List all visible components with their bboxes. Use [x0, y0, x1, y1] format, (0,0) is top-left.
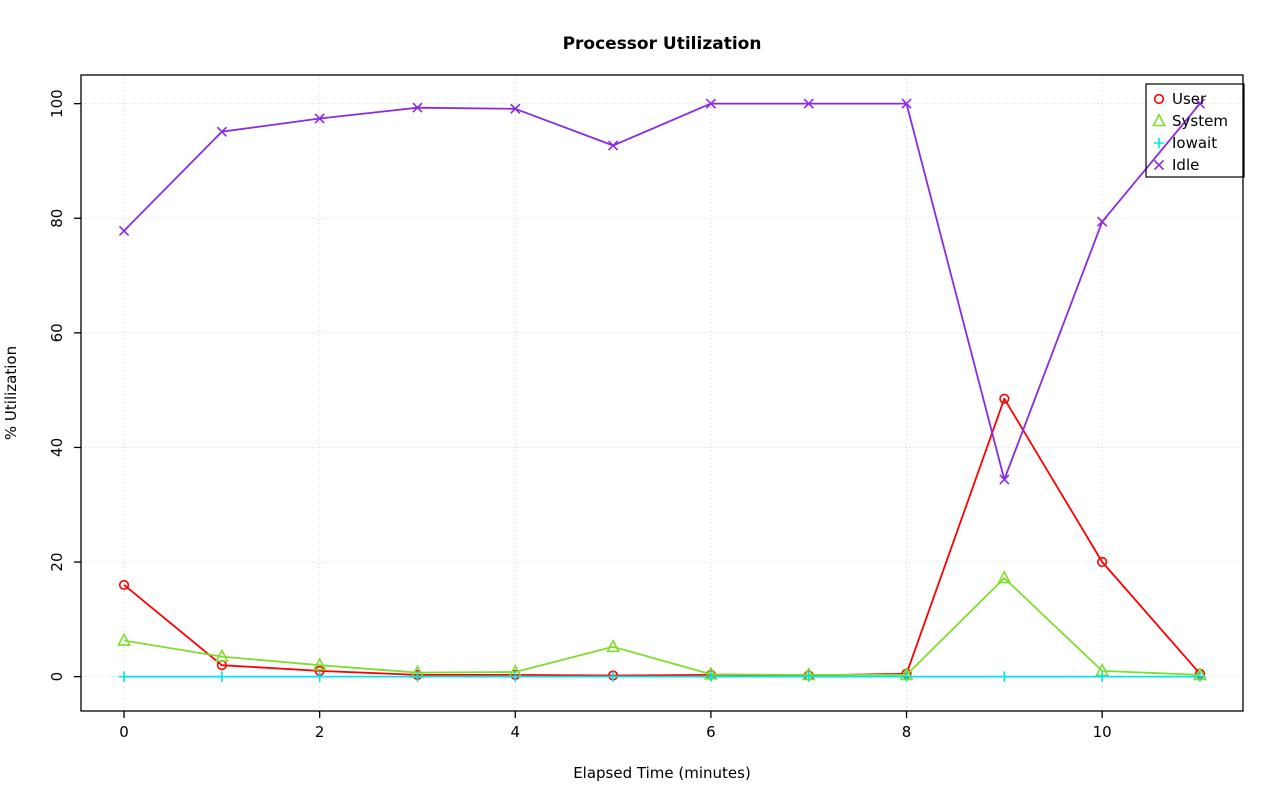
- series-markers: [118, 671, 1206, 682]
- legend-entry-iowait: Iowait: [1153, 134, 1217, 152]
- legend-label: Idle: [1172, 156, 1199, 174]
- series-iowait: [118, 671, 1206, 682]
- series-line: [123, 577, 1201, 676]
- x-tick-label: 8: [902, 723, 912, 741]
- x-tick-label: 2: [315, 723, 325, 741]
- x-tick-label: 10: [1093, 723, 1112, 741]
- y-axis-label: % Utilization: [2, 346, 20, 440]
- gridlines: [81, 75, 1243, 711]
- legend-label: Iowait: [1172, 134, 1217, 152]
- series-markers: [117, 570, 1207, 681]
- series-line: [123, 102, 1201, 481]
- legend-label: User: [1172, 90, 1207, 108]
- legend-box: [1145, 83, 1245, 178]
- series-markers: [118, 98, 1206, 485]
- legend-entry-user: User: [1153, 90, 1207, 108]
- y-tick-label: 40: [48, 438, 66, 457]
- y-tick-label: 60: [48, 323, 66, 342]
- x-tick-label: 6: [706, 723, 716, 741]
- legend-label: System: [1172, 112, 1228, 130]
- series-markers: [118, 393, 1206, 681]
- legend-entry-system: System: [1152, 112, 1228, 130]
- series-idle: [118, 98, 1206, 485]
- legend: User System Iowait Idle: [1145, 83, 1245, 178]
- series-line: [123, 397, 1201, 677]
- plot-border: [80, 74, 1244, 712]
- series-system: [117, 570, 1207, 681]
- x-axis-label: Elapsed Time (minutes): [573, 764, 751, 782]
- x-tick-label: 4: [511, 723, 521, 741]
- x-tick-label: 0: [119, 723, 129, 741]
- y-tick-label: 0: [48, 672, 66, 682]
- y-tick-label: 80: [48, 209, 66, 228]
- chart-title: Processor Utilization: [563, 34, 762, 54]
- y-tick-label: 100: [48, 89, 66, 118]
- series-user: [118, 393, 1206, 681]
- y-tick-label: 20: [48, 552, 66, 571]
- legend-entry-idle: Idle: [1153, 156, 1199, 174]
